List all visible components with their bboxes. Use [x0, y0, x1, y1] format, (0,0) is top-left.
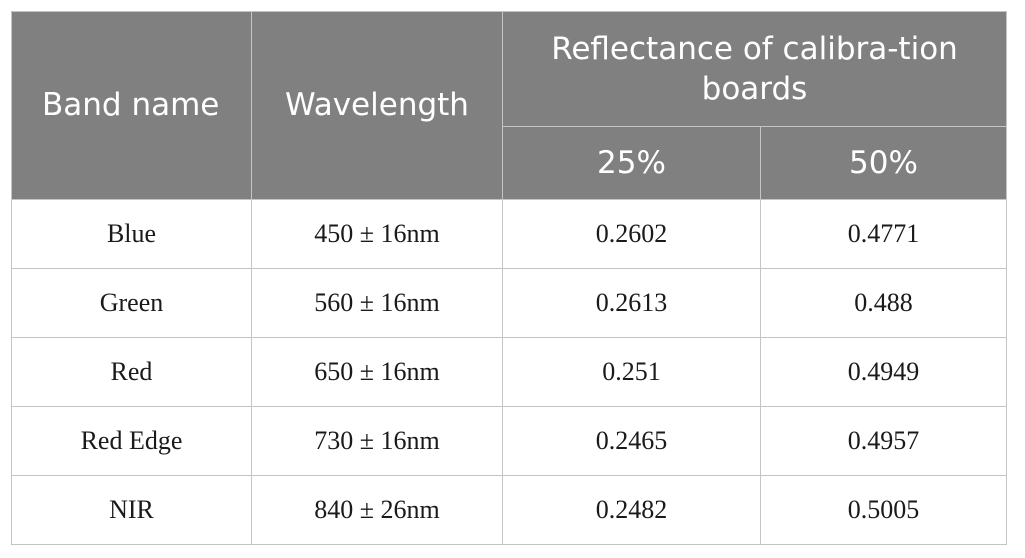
table-body: Blue 450 ± 16nm 0.2602 0.4771 Green 560 … [11, 199, 1007, 545]
cell-reflectance-25: 0.2613 [502, 268, 761, 338]
cell-wavelength: 650 ± 16nm [251, 337, 503, 407]
cell-band: Red [11, 337, 252, 407]
table-row: Red 650 ± 16nm 0.251 0.4949 [11, 337, 1007, 407]
cell-wavelength: 840 ± 26nm [251, 475, 503, 545]
table-row: Green 560 ± 16nm 0.2613 0.488 [11, 268, 1007, 338]
calibration-table: Band name Wavelength Reflectance of cali… [11, 11, 1007, 545]
cell-reflectance-50: 0.488 [760, 268, 1007, 338]
cell-band: Green [11, 268, 252, 338]
cell-reflectance-25: 0.2465 [502, 406, 761, 476]
cell-wavelength: 560 ± 16nm [251, 268, 503, 338]
cell-reflectance-50: 0.5005 [760, 475, 1007, 545]
header-reflectance-25: 25% [502, 126, 761, 200]
cell-reflectance-25: 0.251 [502, 337, 761, 407]
header-band-name: Band name [11, 11, 252, 200]
cell-reflectance-50: 0.4957 [760, 406, 1007, 476]
table-row: NIR 840 ± 26nm 0.2482 0.5005 [11, 475, 1007, 545]
cell-reflectance-50: 0.4771 [760, 199, 1007, 269]
table-row: Blue 450 ± 16nm 0.2602 0.4771 [11, 199, 1007, 269]
table-header: Band name Wavelength Reflectance of cali… [11, 11, 1007, 200]
cell-reflectance-25: 0.2482 [502, 475, 761, 545]
cell-reflectance-50: 0.4949 [760, 337, 1007, 407]
header-reflectance-group: Reflectance of calibra-tion boards [502, 11, 1007, 127]
table-row: Red Edge 730 ± 16nm 0.2465 0.4957 [11, 406, 1007, 476]
cell-band: Blue [11, 199, 252, 269]
cell-band: NIR [11, 475, 252, 545]
header-subrow: 25% 50% [12, 126, 1007, 200]
header-reflectance-50: 50% [760, 126, 1007, 200]
cell-band: Red Edge [11, 406, 252, 476]
cell-reflectance-25: 0.2602 [502, 199, 761, 269]
header-row: Band name Wavelength Reflectance of cali… [11, 11, 1007, 200]
cell-wavelength: 450 ± 16nm [251, 199, 503, 269]
header-wavelength: Wavelength [251, 11, 503, 200]
cell-wavelength: 730 ± 16nm [251, 406, 503, 476]
